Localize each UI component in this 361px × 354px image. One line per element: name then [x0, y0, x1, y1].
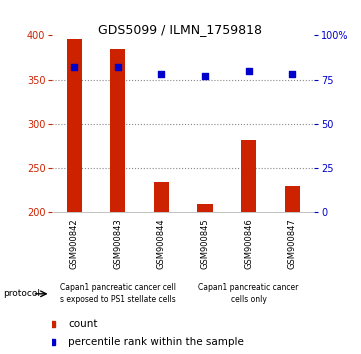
Text: Capan1 pancreatic cancer
cells only: Capan1 pancreatic cancer cells only [199, 284, 299, 304]
Bar [110, 48, 125, 212]
Bar [241, 140, 256, 212]
Point [290, 72, 295, 77]
Text: GSM900842: GSM900842 [70, 218, 79, 269]
Bar [284, 186, 300, 212]
Text: GSM900843: GSM900843 [113, 218, 122, 269]
Text: GSM900844: GSM900844 [157, 218, 166, 269]
Text: protocol: protocol [4, 289, 40, 298]
Text: count: count [68, 319, 97, 329]
Text: GSM900845: GSM900845 [200, 218, 209, 269]
Point [246, 68, 252, 74]
Point [158, 72, 164, 77]
Text: Capan1 pancreatic cancer cell
s exposed to PS1 stellate cells: Capan1 pancreatic cancer cell s exposed … [60, 284, 176, 304]
Point [71, 64, 77, 70]
Bar [197, 205, 213, 212]
Point [115, 64, 121, 70]
Bar [154, 182, 169, 212]
Text: GDS5099 / ILMN_1759818: GDS5099 / ILMN_1759818 [99, 23, 262, 36]
Point [202, 73, 208, 79]
Bar [66, 39, 82, 212]
Text: percentile rank within the sample: percentile rank within the sample [68, 337, 244, 347]
Text: GSM900846: GSM900846 [244, 218, 253, 269]
Text: GSM900847: GSM900847 [288, 218, 297, 269]
